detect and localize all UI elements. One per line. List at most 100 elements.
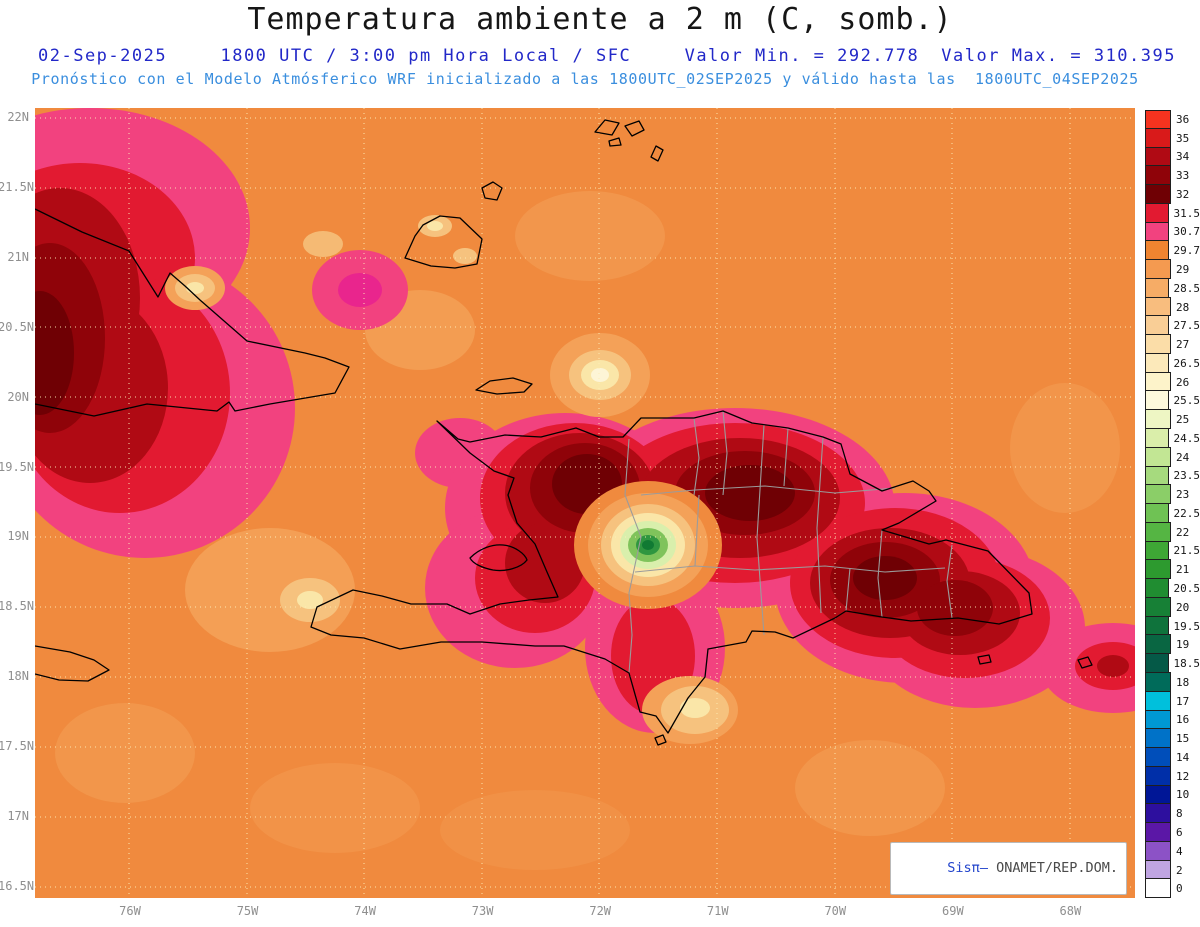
- run-date: 02-Sep-2025: [38, 46, 168, 66]
- subtitle-line-1: 02-Sep-2025 1800 UTC / 3:00 pm Hora Loca…: [38, 46, 1176, 66]
- colorbar-cell: 0: [1145, 878, 1200, 899]
- watermark-separator: –: [979, 860, 997, 876]
- lat-tick-label: 18.5N: [0, 599, 35, 614]
- hispaniola-coastline: [310, 410, 1033, 734]
- lat-tick-label: 17N: [7, 809, 29, 824]
- colorbar-cell: 19: [1145, 634, 1200, 655]
- colorbar-cell: 6: [1145, 822, 1200, 842]
- valor-max: Valor Max. = 310.395: [941, 46, 1176, 66]
- colorbar-cell: 27: [1145, 334, 1200, 354]
- colorbar-cell: 29.7: [1145, 240, 1200, 261]
- colorbar-cell: 33: [1145, 165, 1200, 186]
- colorbar-cell: 18.5: [1145, 653, 1200, 673]
- lat-tick-label: 18N: [7, 669, 29, 684]
- colorbar-cell: 36: [1145, 110, 1200, 129]
- lat-tick-label: 16.5N: [0, 879, 35, 893]
- turks-islands: [650, 145, 664, 162]
- lon-tick-label: 69W: [942, 904, 964, 918]
- lat-tick-label: 22N: [7, 110, 29, 124]
- watermark: Sisπ– ONAMET/REP.DOM.: [889, 842, 1127, 895]
- colorbar-cell: 2: [1145, 859, 1200, 880]
- lon-tick-label: 70W: [824, 904, 847, 918]
- lon-tick-label: 72W: [589, 904, 612, 918]
- colorbar-cell: 22: [1145, 521, 1200, 542]
- colorbar-cell: 27.5: [1145, 315, 1200, 336]
- colorbar-cell: 18: [1145, 671, 1200, 692]
- warm-spot-core: [338, 273, 382, 307]
- valid-time: 1800 UTC / 3:00 pm Hora Local / SFC: [220, 46, 632, 66]
- province-borders: [624, 410, 953, 674]
- little-inagua-coastline: [481, 181, 503, 201]
- warm-yellow-spots: [165, 215, 738, 744]
- watermark-brand: Sisπ: [947, 860, 980, 876]
- page-title: Temperatura ambiente a 2 m (C, somb.): [247, 2, 953, 37]
- colorbar-cell: 19.5: [1145, 615, 1200, 636]
- map-plot-area: 22N 21.5N 21N 20.5N 20N 19.5N 19N 18.5N 18N 17.5N…: [0, 108, 1135, 918]
- colorbar-cell: 25.5: [1145, 390, 1200, 411]
- lon-tick-label: 74W: [354, 904, 376, 918]
- colorbar-cells: 36 35 34 33 32 31.5 30.7 29.7 29 28.5 28 27.5 27 26.5…: [1145, 110, 1200, 899]
- colorbar-cell: 29: [1145, 259, 1200, 279]
- colorbar-cell: 20.5: [1145, 578, 1200, 598]
- colorbar-cell: 30.7: [1145, 221, 1200, 242]
- cool-spot: [574, 481, 722, 609]
- colorbar-cell: 32: [1145, 184, 1200, 204]
- lat-tick-label: 19.5N: [0, 459, 35, 474]
- colorbar-cell: 20: [1145, 596, 1200, 617]
- great-inagua-coastline: [404, 215, 483, 269]
- colorbar-cell: 21: [1145, 559, 1200, 580]
- lat-tick-label: 19N: [7, 529, 29, 544]
- colorbar-cell: 4: [1145, 840, 1200, 861]
- colorbar-cell: 23: [1145, 484, 1200, 505]
- temperature-field: [35, 108, 1135, 898]
- valor-min: Valor Min. = 292.778: [684, 46, 920, 66]
- colorbar: 36 35 34 33 32 31.5 30.7 29.7 29 28.5 28 27.5 27 26.5…: [1145, 110, 1200, 899]
- minmax-values: Valor Min. = 292.778 Valor Max. = 310.39…: [685, 46, 1176, 66]
- lat-axis: 22N 21.5N 21N 20.5N 20N 19.5N 19N 18.5N 18N 17.5N…: [0, 108, 35, 898]
- gonave-coastline: [469, 544, 528, 572]
- colorbar-cell: 10: [1145, 784, 1200, 805]
- lat-tick-label: 17.5N: [0, 739, 35, 754]
- cuba-coastline: [35, 208, 350, 417]
- tortuga-coastline: [475, 377, 533, 395]
- colorbar-cell: 24: [1145, 446, 1200, 467]
- lon-tick-label: 75W: [236, 904, 259, 918]
- lat-tick-label: 21N: [7, 249, 29, 264]
- lat-tick-label: 21.5N: [0, 179, 35, 194]
- saona-island: [977, 654, 992, 665]
- colorbar-cell: 16: [1145, 709, 1200, 730]
- colorbar-cell: 28.5: [1145, 277, 1200, 298]
- colorbar-cell: 22.5: [1145, 503, 1200, 523]
- lat-tick-label: 20.5N: [0, 319, 35, 334]
- colorbar-cell: 14: [1145, 747, 1200, 767]
- lon-tick-label: 73W: [471, 904, 494, 918]
- colorbar-cell: 31.5: [1145, 202, 1200, 223]
- beata-island: [654, 734, 667, 746]
- colorbar-cell: 24.5: [1145, 428, 1200, 448]
- forecast-description: Pronóstico con el Modelo Atmósferico WRF…: [31, 70, 1139, 88]
- temperature-map-svg: [35, 108, 1135, 898]
- colorbar-cell: 28: [1145, 296, 1200, 317]
- colorbar-cell: 21.5: [1145, 540, 1200, 561]
- colorbar-cell: 15: [1145, 728, 1200, 749]
- lon-tick-label: 68W: [1059, 904, 1082, 918]
- lon-axis: 76W 75W 74W 73W 72W 71W 70W 69W 68W: [35, 902, 1135, 924]
- colorbar-cell: 34: [1145, 146, 1200, 167]
- mona-island: [1077, 656, 1093, 669]
- colorbar-cell: 35: [1145, 127, 1200, 148]
- lon-tick-label: 76W: [119, 904, 141, 918]
- gridlines: [35, 108, 1135, 898]
- colorbar-cell: 23.5: [1145, 465, 1200, 486]
- lat-tick-label: 20N: [7, 389, 29, 404]
- colorbar-cell: 12: [1145, 765, 1200, 786]
- jamaica-coastline: [35, 645, 110, 682]
- watermark-org: ONAMET/REP.DOM.: [996, 860, 1118, 876]
- colorbar-cell: 26.5: [1145, 352, 1200, 373]
- colorbar-cell: 17: [1145, 690, 1200, 711]
- colorbar-cell: 8: [1145, 803, 1200, 824]
- coastlines: [35, 119, 1093, 746]
- colorbar-cell: 25: [1145, 409, 1200, 430]
- lon-tick-label: 71W: [706, 904, 729, 918]
- caicos-islands: [594, 119, 645, 147]
